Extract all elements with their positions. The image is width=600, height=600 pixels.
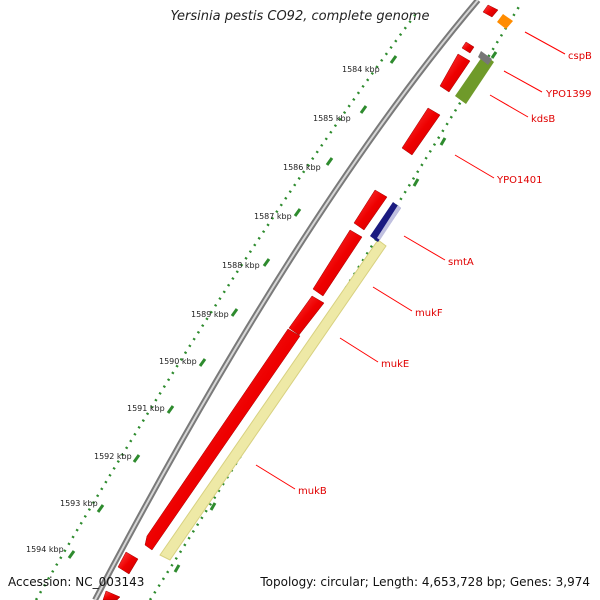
kbp-tick-marks — [67, 55, 398, 559]
tick-label-1594: 1594 kbp — [26, 545, 64, 554]
genome-summary-text: Topology: circular; Length: 4,653,728 bp… — [260, 575, 590, 589]
tick-label-1589: 1589 kbp — [191, 310, 229, 319]
map-title: Yersinia pestis CO92, complete genome — [170, 9, 430, 24]
YPO1401-label-line — [454, 154, 495, 179]
gene-label-mukE[interactable]: mukE — [381, 359, 409, 370]
tick-label-1587: 1587 kbp — [254, 212, 292, 221]
outer-ruler-dots — [34, 14, 417, 600]
smtA-band[interactable] — [370, 202, 401, 242]
gene-label-YPO1399[interactable]: YPO1399 — [545, 89, 591, 100]
kdsB-label-line — [489, 94, 529, 118]
tick-label-1593: 1593 kbp — [60, 499, 98, 508]
mukB-label-line — [255, 464, 296, 490]
gene-label-mukF[interactable]: mukF — [415, 308, 443, 319]
genome-backbone — [92, 0, 481, 600]
cspB-label-line — [524, 31, 566, 55]
gene-arrow-partial-2[interactable] — [102, 590, 121, 600]
tick-label-1592: 1592 kbp — [94, 452, 132, 461]
smtA-band-edge — [377, 205, 401, 240]
gene-label-mukB[interactable]: mukB — [298, 486, 327, 497]
gene-arrow-YPO1398[interactable] — [461, 41, 475, 54]
kbp-tick-labels: 1584 kbp 1585 kbp 1586 kbp 1587 kbp 1588… — [26, 65, 380, 554]
gene-label-smtA[interactable]: smtA — [448, 257, 474, 268]
accession-text: Accession: NC_003143 — [8, 575, 145, 589]
tick-label-1590: 1590 kbp — [159, 357, 197, 366]
tick-label-1586: 1586 kbp — [283, 163, 321, 172]
YPO1399-label-line — [503, 70, 543, 93]
mukF-label-line — [372, 286, 413, 312]
gene-arrow-mukF[interactable] — [312, 229, 363, 297]
tick-label-1584: 1584 kbp — [342, 65, 380, 74]
smtA-label-line — [403, 235, 446, 261]
gene-arrow-mukB[interactable] — [144, 328, 301, 551]
tick-label-1591: 1591 kbp — [127, 404, 165, 413]
tick-label-1585: 1585 kbp — [313, 114, 351, 123]
tick-label-1588: 1588 kbp — [222, 261, 260, 270]
mukB-band[interactable] — [159, 239, 387, 561]
gene-arrow-mukE[interactable] — [288, 295, 325, 336]
gene-label-YPO1401[interactable]: YPO1401 — [496, 175, 542, 186]
kdsB-band-edge — [478, 51, 492, 65]
gene-label-cspB[interactable]: cspB — [568, 51, 592, 62]
gene-arrow-YPO1401[interactable] — [401, 107, 441, 156]
gene-arrow-smtA[interactable] — [353, 189, 388, 231]
gene-label-kdsB[interactable]: kdsB — [531, 114, 555, 125]
cspB-band[interactable] — [497, 14, 513, 29]
mukE-label-line — [339, 337, 379, 363]
kdsB-band[interactable] — [455, 54, 494, 104]
gene-arrow-partial-1[interactable] — [117, 551, 139, 575]
gene-arrow-cspB[interactable] — [482, 4, 499, 18]
gene-arrow-YPO1399[interactable] — [439, 53, 471, 93]
